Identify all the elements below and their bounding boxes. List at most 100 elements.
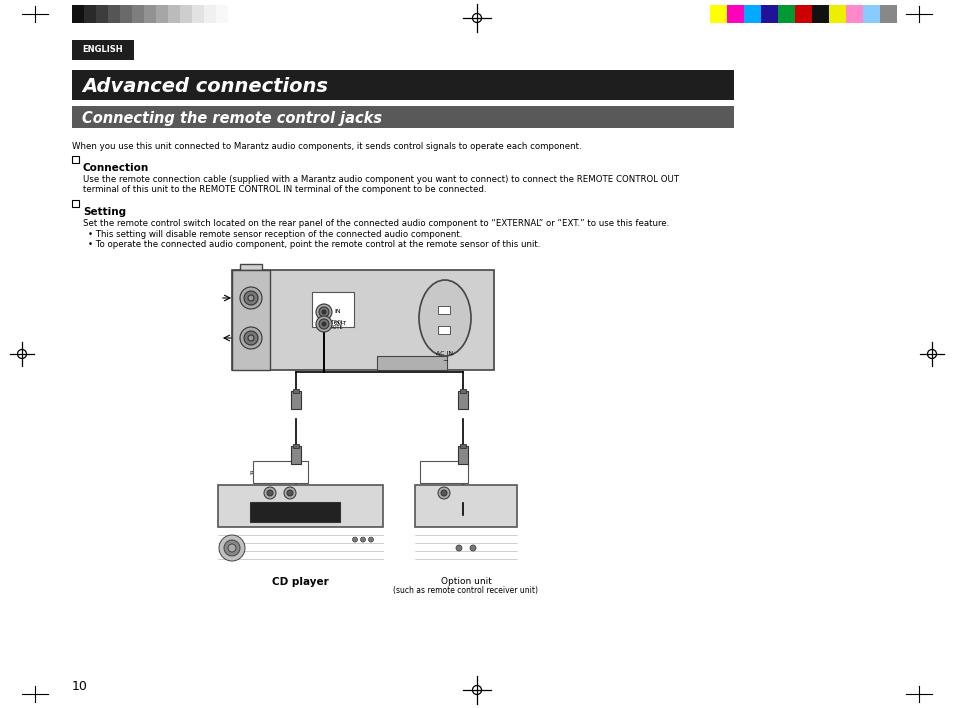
Text: OUTPUT: OUTPUT [424,513,476,523]
Text: REMOTE: REMOTE [322,325,343,330]
Text: Set the remote control switch located on the rear panel of the connected audio c: Set the remote control switch located on… [83,219,669,228]
Bar [218,485,382,527]
Text: REMOTE CONTROL: REMOTE CONTROL [251,471,309,476]
Bar [132,5,144,23]
Bar [845,5,862,23]
Circle shape [352,537,357,542]
Bar [293,444,298,448]
Bar [204,5,215,23]
Text: IN: IN [267,479,273,484]
Bar [415,485,517,527]
Circle shape [264,487,275,499]
Text: INPUT: INPUT [258,513,296,523]
Text: Advanced connections: Advanced connections [82,77,328,96]
Bar [437,326,450,334]
Circle shape [318,307,329,317]
Bar [240,264,262,270]
Circle shape [315,304,332,320]
Bar [168,5,180,23]
Bar [71,156,79,163]
Text: • To operate the connected audio component, point the remote control at the remo: • To operate the connected audio compone… [88,240,539,249]
Bar [760,5,778,23]
Circle shape [368,537,374,542]
Bar [250,502,339,522]
Bar [811,5,828,23]
Circle shape [318,319,329,329]
Text: OUT: OUT [284,479,295,484]
Circle shape [267,490,273,496]
Bar [437,306,450,314]
Bar [312,292,354,327]
Text: Option unit: Option unit [440,577,491,586]
Bar [291,391,301,409]
Bar [71,70,733,100]
Text: Connecting the remote control jacks: Connecting the remote control jacks [82,110,382,125]
Bar [794,5,811,23]
Circle shape [315,316,332,332]
Text: ENGLISH: ENGLISH [83,45,123,55]
Text: OUT: OUT [334,321,347,326]
Bar [709,5,726,23]
Bar [828,5,845,23]
Circle shape [287,490,293,496]
Bar [726,5,743,23]
Text: Setting: Setting [83,207,126,217]
Bar [71,200,79,207]
Circle shape [456,545,461,551]
Text: ~: ~ [441,358,448,364]
Bar [457,446,468,464]
Text: 10: 10 [71,680,88,693]
Text: RC OUT: RC OUT [432,479,456,484]
Bar [156,5,168,23]
Bar [232,270,494,370]
Bar [108,5,120,23]
Bar [778,5,794,23]
Circle shape [284,487,295,499]
Bar [192,5,204,23]
Bar [293,389,298,393]
Bar [144,5,156,23]
Bar [96,5,108,23]
Bar [291,446,301,464]
Bar [71,5,84,23]
Circle shape [244,331,257,345]
Circle shape [470,545,476,551]
Text: CD player: CD player [272,577,329,587]
Bar [879,5,896,23]
Circle shape [440,490,447,496]
Circle shape [437,487,450,499]
Bar [459,389,465,393]
Text: • This setting will disable remote sensor reception of the connected audio compo: • This setting will disable remote senso… [88,230,462,239]
Bar [376,356,447,370]
Text: Use the remote connection cable (supplied with a Marantz audio component you wan: Use the remote connection cable (supplie… [83,175,679,184]
Circle shape [322,310,326,314]
Circle shape [360,537,365,542]
Circle shape [244,291,257,305]
Bar [71,106,733,128]
Circle shape [240,327,262,349]
Bar [71,40,133,60]
Circle shape [219,535,245,561]
Bar [84,5,96,23]
Circle shape [240,287,262,309]
Bar [419,461,468,483]
Ellipse shape [418,280,471,356]
Text: AC IN: AC IN [436,351,453,356]
Bar [457,391,468,409]
Bar [215,5,228,23]
Text: terminal of this unit to the REMOTE CONTROL IN terminal of the component to be c: terminal of this unit to the REMOTE CONT… [83,185,486,194]
Circle shape [228,544,235,552]
Text: Connection: Connection [83,163,149,173]
Bar [232,270,270,370]
Bar [180,5,192,23]
Circle shape [248,295,253,301]
Bar [459,444,465,448]
Circle shape [322,322,326,326]
Bar [253,461,308,483]
Text: (such as remote control receiver unit): (such as remote control receiver unit) [393,586,537,595]
Bar [120,5,132,23]
Bar [862,5,879,23]
Bar [743,5,760,23]
Text: CONTROL: CONTROL [321,320,345,325]
Circle shape [224,540,240,556]
